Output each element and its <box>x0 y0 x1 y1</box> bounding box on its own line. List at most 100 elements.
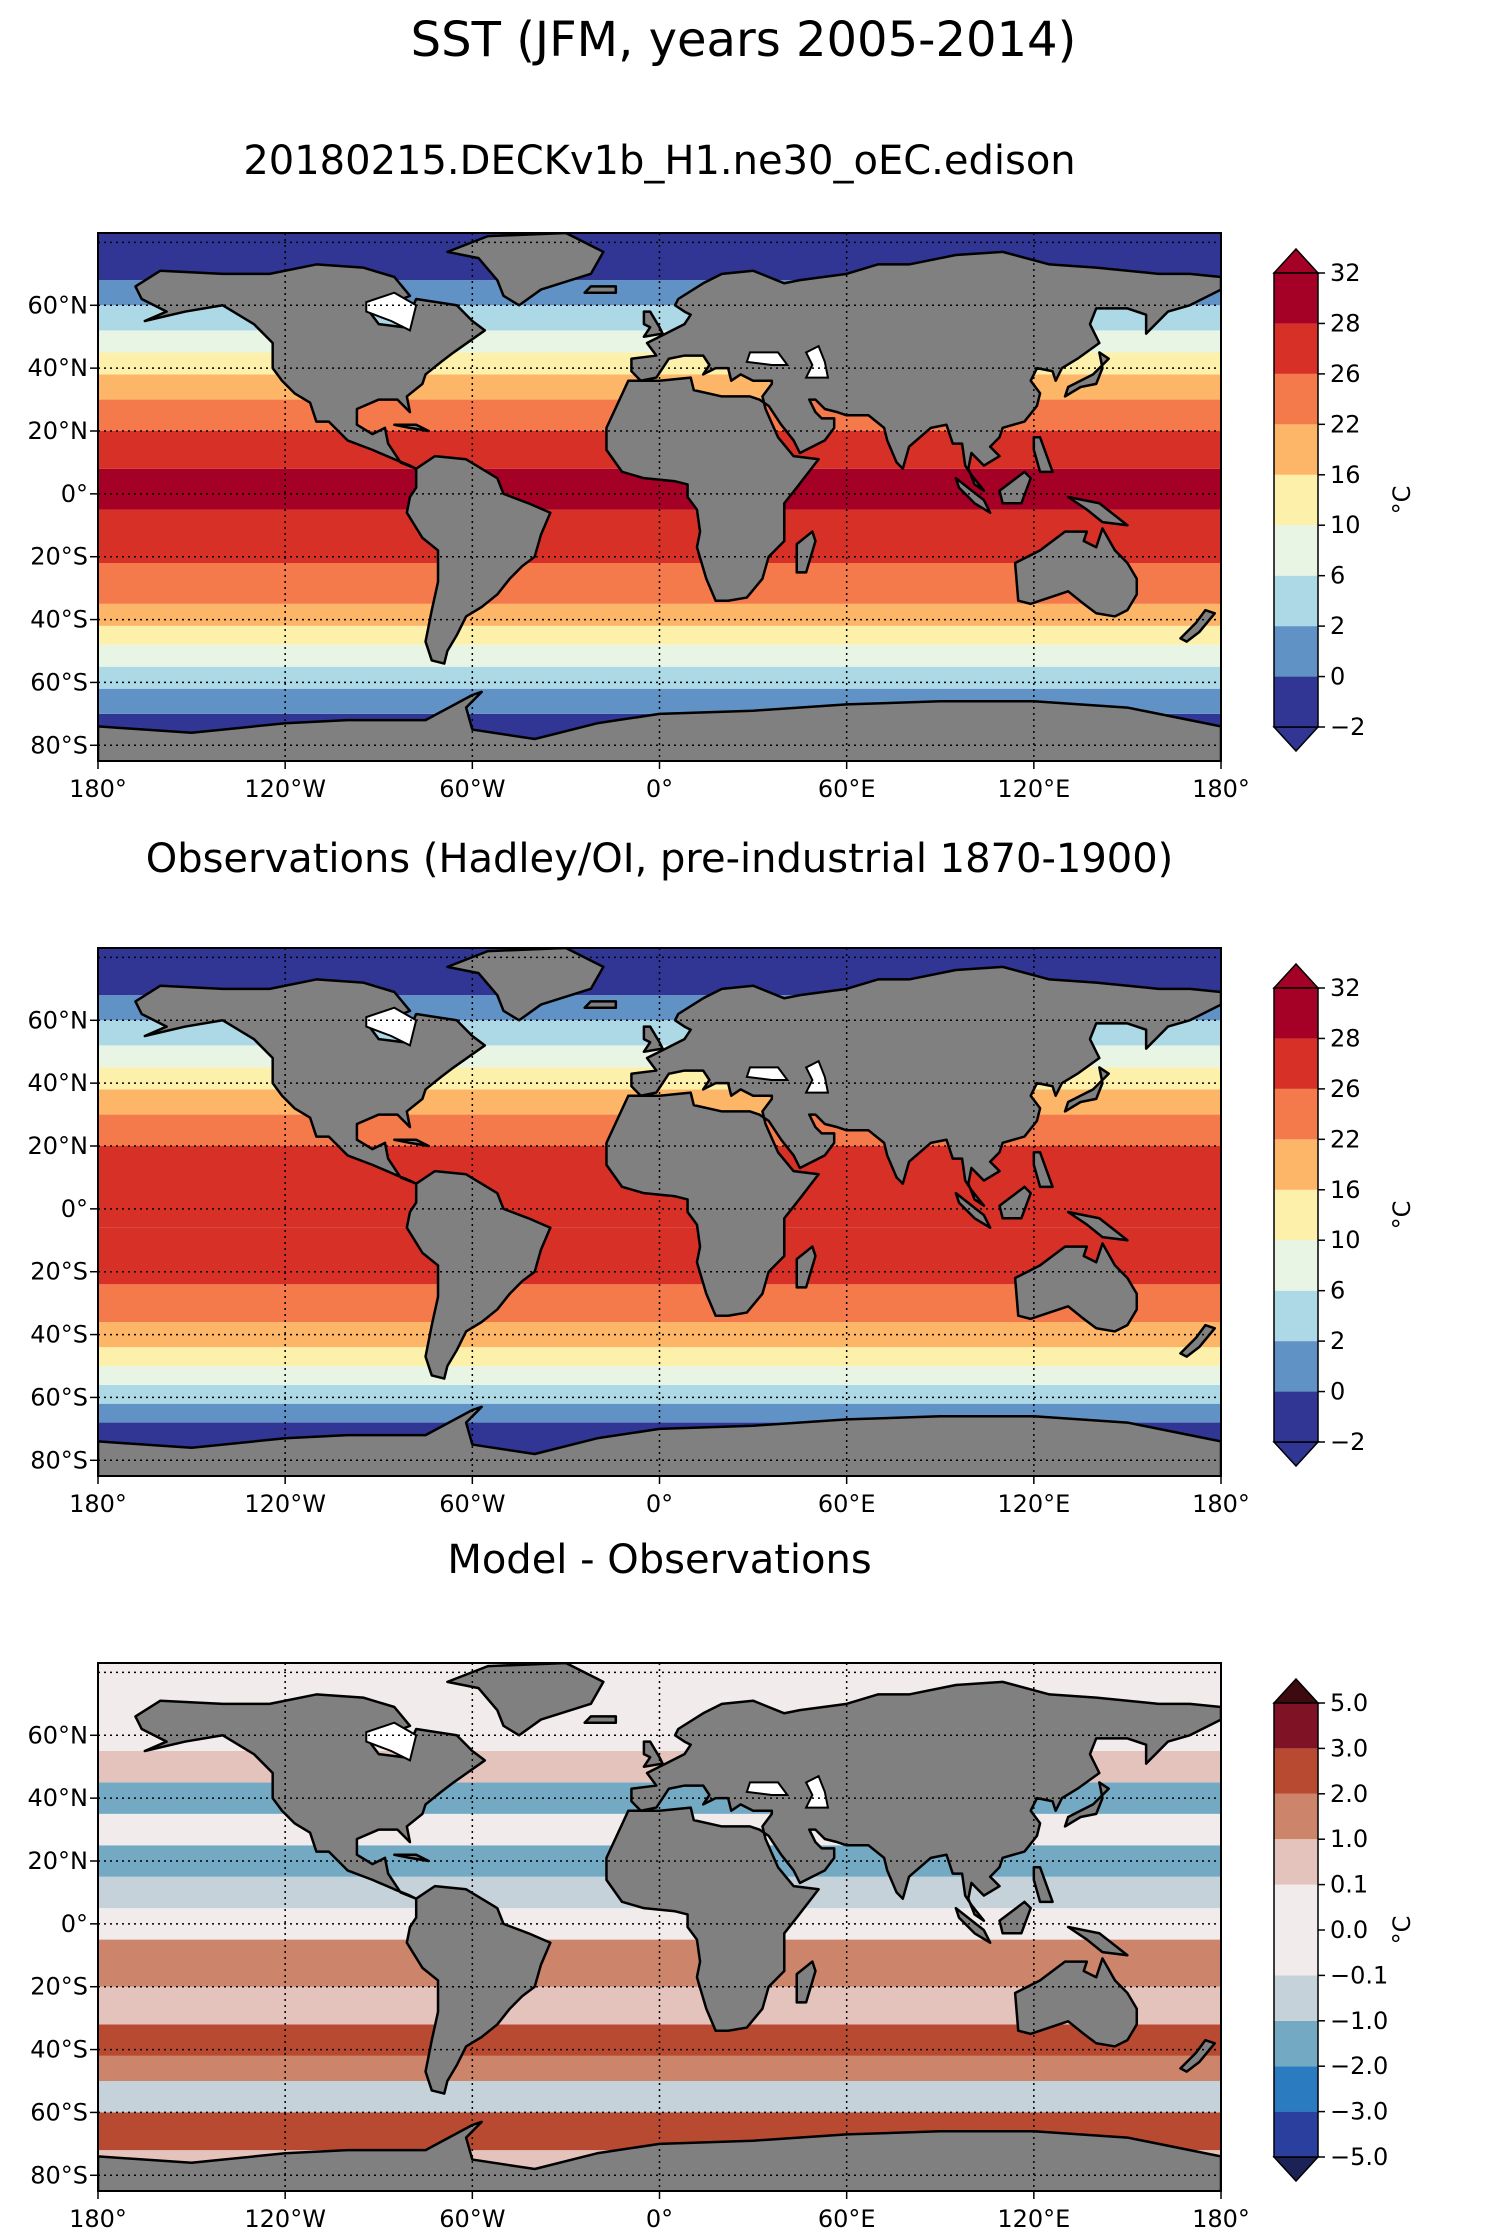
land-new-zealand <box>1179 2038 1217 2073</box>
colorbar-tick-label: 5.0 <box>1330 1689 1368 1717</box>
colorbar-segment <box>1274 525 1318 576</box>
land-greenland <box>446 233 605 307</box>
colorbar-tick-label: 6 <box>1330 1277 1345 1305</box>
land-borneo <box>998 470 1032 505</box>
x-tick-label: 0° <box>646 2205 673 2233</box>
colorbar-tick-label: −3.0 <box>1330 2098 1388 2126</box>
land-south-america <box>405 1169 552 1380</box>
land-greenland <box>446 1663 605 1737</box>
y-tick-label: 80°S <box>30 731 88 759</box>
colorbar-tick-label: 28 <box>1330 309 1361 337</box>
y-tick-label: 20°N <box>28 1132 89 1160</box>
land-madagascar <box>795 1245 817 1289</box>
x-tick-label: 120°W <box>244 2205 326 2233</box>
panel-1-title: 20180215.DECKv1b_H1.ne30_oEC.edison <box>243 138 1076 184</box>
colorbar-tick-label: −2 <box>1330 1428 1365 1456</box>
land-eurasia-africa <box>605 965 1221 1317</box>
colorbar-tick-label: 26 <box>1330 360 1361 388</box>
colorbar-tick-label: 10 <box>1330 1226 1361 1254</box>
colorbar-unit-label: °C <box>1388 1201 1416 1230</box>
lake-black-sea <box>745 1066 790 1081</box>
colorbar-tick-label: −5.0 <box>1330 2143 1388 2171</box>
colorbar-tick-label: 1.0 <box>1330 1825 1368 1853</box>
land-new-guinea <box>1066 495 1129 527</box>
colorbar-unit-label: °C <box>1388 1916 1416 1945</box>
land-new-guinea <box>1066 1210 1129 1242</box>
y-tick-label: 60°S <box>30 1383 88 1411</box>
land-australia <box>1013 527 1139 618</box>
land-borneo <box>998 1185 1032 1220</box>
colorbar-tick-label: 2.0 <box>1330 1780 1368 1808</box>
lake-black-sea <box>745 1781 790 1796</box>
colorbar-tick-label: 3.0 <box>1330 1734 1368 1762</box>
land-borneo <box>998 1900 1032 1935</box>
x-tick-label: 60°E <box>818 2205 876 2233</box>
y-tick-label: 80°S <box>30 2161 88 2189</box>
colorbar-tick-label: 0.1 <box>1330 1871 1368 1899</box>
land-britain <box>642 1740 664 1768</box>
land-australia <box>1013 1957 1139 2048</box>
colorbar-tick-label: 26 <box>1330 1075 1361 1103</box>
colorbar-segment <box>1274 676 1318 727</box>
colorbar-tick-label: 22 <box>1330 410 1361 438</box>
panel-3-title: Model - Observations <box>447 1537 872 1583</box>
lake-caspian <box>804 1059 830 1094</box>
colorbar-segment <box>1274 2066 1318 2112</box>
colorbar-extend-top <box>1272 1677 1320 1704</box>
x-tick-label: 60°E <box>818 775 876 803</box>
colorbar-segment <box>1274 1748 1318 1794</box>
land-new-guinea <box>1066 1925 1129 1957</box>
colorbar-tick-label: 2 <box>1330 1327 1345 1355</box>
y-tick-label: 20°N <box>28 417 89 445</box>
colorbar-segment <box>1274 1189 1318 1241</box>
land-australia <box>1013 1242 1139 1333</box>
land-iceland <box>583 1000 618 1009</box>
x-tick-label: 120°E <box>997 1490 1070 1518</box>
land-sumatra <box>954 1906 992 1944</box>
colorbar-tick-label: −0.1 <box>1330 1961 1388 1989</box>
x-tick-label: 0° <box>646 1490 673 1518</box>
colorbar-segment <box>1274 373 1318 425</box>
colorbar-tick-label: 22 <box>1330 1125 1361 1153</box>
panel-2-title: Observations (Hadley/OI, pre-industrial … <box>145 836 1174 882</box>
colorbar-segment <box>1274 988 1318 1039</box>
colorbar-segment <box>1274 575 1318 627</box>
y-tick-label: 40°S <box>30 606 88 634</box>
land-new-zealand <box>1179 608 1217 643</box>
y-tick-label: 40°N <box>28 354 89 382</box>
x-tick-label: 120°E <box>997 775 1070 803</box>
land-japan <box>1063 1066 1110 1113</box>
land-japan <box>1063 351 1110 398</box>
colorbar-segment <box>1274 1884 1318 1930</box>
colorbar-segment <box>1274 1240 1318 1291</box>
y-tick-label: 0° <box>61 1195 88 1223</box>
colorbar-frame <box>1273 987 1319 1443</box>
colorbar-tick-label: 2 <box>1330 612 1345 640</box>
x-tick-label: 60°W <box>439 2205 505 2233</box>
x-tick-label: 180° <box>1192 2205 1250 2233</box>
colorbar-segment <box>1274 626 1318 677</box>
land-philippines <box>1032 1151 1054 1189</box>
land-eurasia-africa <box>605 1680 1221 2032</box>
colorbar-segment <box>1274 2111 1318 2157</box>
land-new-zealand <box>1179 1323 1217 1358</box>
land-philippines <box>1032 1866 1054 1904</box>
colorbar-tick-label: −2.0 <box>1330 2052 1388 2080</box>
land-iceland <box>583 1715 618 1724</box>
colorbar-segment <box>1274 2020 1318 2067</box>
y-tick-label: 20°N <box>28 1847 89 1875</box>
land-eurasia-africa <box>605 250 1221 602</box>
y-tick-label: 0° <box>61 1910 88 1938</box>
lake-caspian <box>804 344 830 379</box>
band-3 <box>98 644 1221 667</box>
colorbar-tick-label: 0 <box>1330 663 1345 691</box>
figure-title: SST (JFM, years 2005-2014) <box>410 12 1077 68</box>
land-philippines <box>1032 436 1054 474</box>
land-britain <box>642 310 664 338</box>
band-2 <box>98 1384 1221 1404</box>
x-tick-label: 0° <box>646 775 673 803</box>
colorbar-unit-label: °C <box>1388 486 1416 515</box>
colorbar-tick-label: 16 <box>1330 1176 1361 1204</box>
